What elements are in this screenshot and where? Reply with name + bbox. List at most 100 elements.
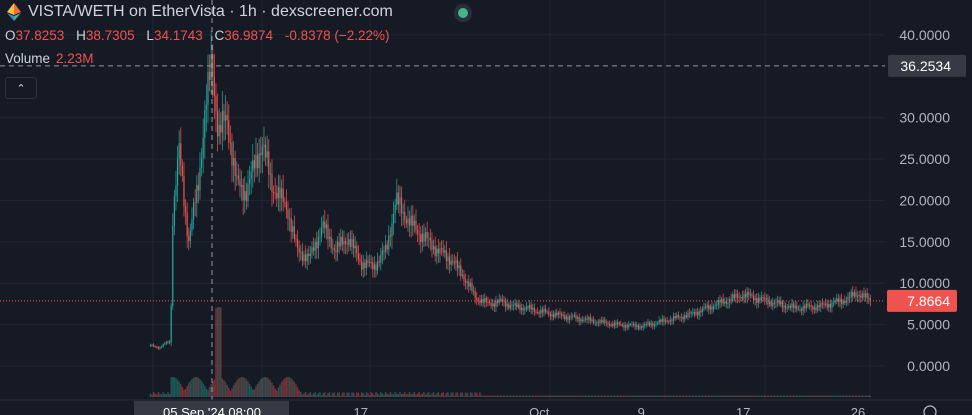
candle-body <box>544 308 547 313</box>
candle-body <box>226 115 228 121</box>
volume-bar <box>815 395 817 397</box>
volume-bar <box>829 395 832 397</box>
volume-bar <box>640 395 643 397</box>
candle-body <box>685 315 687 318</box>
candle-body <box>696 311 699 316</box>
volume-bar <box>861 395 864 397</box>
candle-body <box>760 297 763 301</box>
volume-bar <box>224 382 227 397</box>
candle-body <box>724 301 726 304</box>
volume-bar <box>389 392 392 397</box>
settings-icon[interactable] <box>923 405 937 415</box>
candle-body <box>434 246 436 257</box>
volume-bar <box>592 396 595 397</box>
volume-bar <box>239 377 241 397</box>
candle-body <box>205 104 207 111</box>
candle-body <box>588 317 590 320</box>
open-label: O <box>5 28 16 43</box>
volume-bar <box>852 395 854 397</box>
volume-bar <box>676 395 678 397</box>
candle-body <box>312 247 315 251</box>
candle-body <box>584 318 587 320</box>
candle-body <box>186 212 188 237</box>
candle-body <box>824 303 827 305</box>
candle-body <box>664 320 667 322</box>
volume-bar <box>764 395 766 397</box>
volume-bar <box>346 392 348 397</box>
volume-bar <box>717 395 720 397</box>
volume-bar <box>360 392 363 397</box>
candle-body <box>863 293 865 298</box>
candle-body <box>268 151 270 175</box>
volume-bar <box>200 380 203 397</box>
volume-bar <box>231 388 233 397</box>
close-value: 36.9874 <box>224 28 274 43</box>
connection-status-dot-icon <box>454 4 472 22</box>
volume-bar <box>693 396 696 397</box>
candle-body <box>653 324 655 326</box>
volume-bar <box>856 396 859 397</box>
volume-bar <box>514 396 516 397</box>
volume-bar <box>378 394 380 397</box>
candle-body <box>298 247 300 253</box>
volume-bar <box>623 395 625 397</box>
candle-body <box>812 306 814 310</box>
candle-body <box>674 316 676 319</box>
volume-bar <box>783 395 785 397</box>
volume-bar <box>242 377 244 397</box>
candle-body <box>466 281 468 283</box>
volume-bar <box>496 395 499 397</box>
candle-body <box>376 261 379 271</box>
volume-bar <box>256 383 259 397</box>
candle-body <box>388 235 390 250</box>
volume-bar <box>216 307 219 397</box>
volume-bar <box>392 394 395 397</box>
candle-body <box>359 259 361 262</box>
volume-bar <box>711 395 713 397</box>
candle-body <box>682 317 684 320</box>
volume-bar <box>288 377 291 397</box>
candle-body <box>180 143 182 166</box>
candle-body <box>258 153 260 169</box>
volume-bar <box>570 395 572 397</box>
volume-bar <box>562 395 564 397</box>
last-price-label: 7.8664 <box>907 293 950 309</box>
candle-body <box>172 225 174 306</box>
candle-body <box>360 261 363 270</box>
candle-body <box>557 312 559 316</box>
candle-body <box>815 307 817 311</box>
candle-body <box>567 316 569 320</box>
candle-body <box>568 316 571 320</box>
candle-body <box>714 305 716 307</box>
volume-bar <box>703 395 705 397</box>
volume-bar <box>660 395 662 397</box>
chart-title: VISTA/WETH on EtherVista · 1h · dexscree… <box>28 3 393 20</box>
volume-bar <box>648 395 651 397</box>
volume-bar <box>474 392 476 397</box>
volume-bar <box>613 395 616 397</box>
volume-bar <box>271 382 273 397</box>
volume-bar <box>184 388 187 397</box>
volume-bar <box>794 395 796 397</box>
volume-bar <box>498 395 500 397</box>
candle-body <box>746 291 748 298</box>
volume-bar <box>269 380 272 397</box>
collapse-legend-button[interactable]: ⌃ <box>5 77 37 99</box>
candle-body <box>242 184 244 201</box>
volume-bar <box>855 395 857 397</box>
candle-body <box>364 262 366 268</box>
crosshair-price-label: 36.2534 <box>900 58 951 74</box>
candle-body <box>418 233 420 235</box>
volume-bar <box>832 395 835 397</box>
candle-body <box>372 262 374 270</box>
candle-body <box>744 293 747 298</box>
candle-body <box>178 143 180 159</box>
candle-body <box>245 191 247 201</box>
volume-bar <box>679 395 681 397</box>
candle-body <box>314 241 316 251</box>
candle-body <box>629 324 631 325</box>
candle-body <box>239 179 241 187</box>
volume-bar <box>316 394 318 397</box>
candle-body <box>656 323 659 325</box>
